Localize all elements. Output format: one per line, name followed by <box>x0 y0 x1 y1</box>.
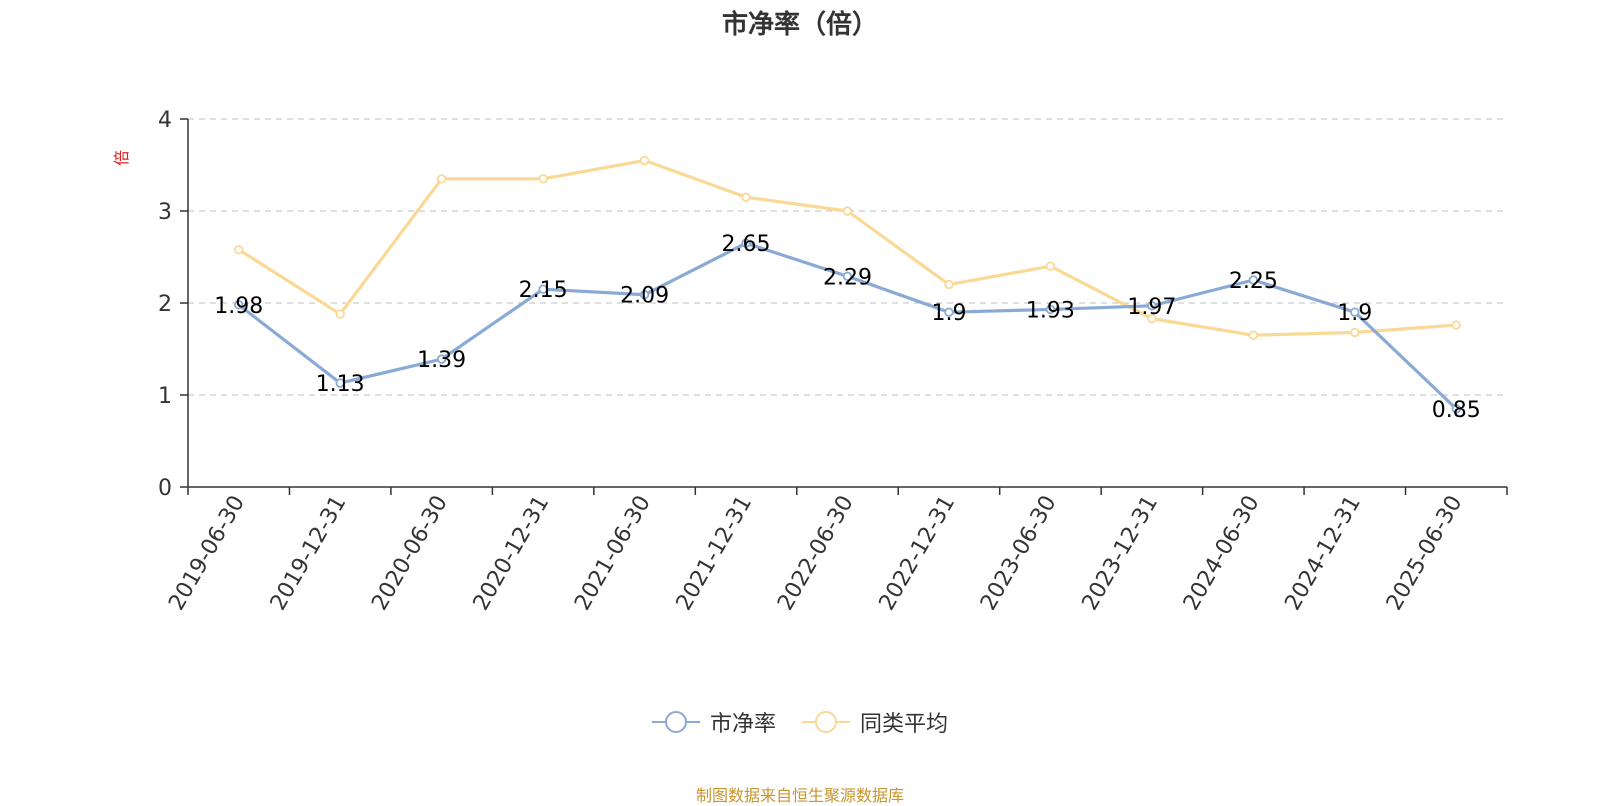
data-label-pb: 1.93 <box>1026 298 1075 323</box>
y-tick-label: 1 <box>158 384 172 409</box>
point-pb <box>842 271 853 282</box>
legend-item-pb[interactable]: 市净率 <box>651 706 776 738</box>
y-tick-label: 0 <box>158 476 172 501</box>
point-pb <box>944 307 954 317</box>
data-label-pb: 2.15 <box>519 278 568 303</box>
x-tick-label: 2021-06-30 <box>570 492 656 615</box>
x-tick-label: 2023-06-30 <box>976 492 1062 615</box>
point-avg <box>1147 313 1157 324</box>
data-label-pb: 1.98 <box>214 294 263 319</box>
y-tick-label: 2 <box>158 292 172 317</box>
point-avg <box>944 279 954 290</box>
x-tick-label: 2019-12-31 <box>266 492 352 615</box>
x-tick-label: 2024-06-30 <box>1179 492 1265 615</box>
point-avg <box>741 192 751 202</box>
data-labels: 1.98 1.13 1.39 2.15 2.09 2.65 2.29 1.9 1.93 1.97 2… <box>214 232 1481 423</box>
data-label-pb: 2.65 <box>722 232 771 257</box>
x-tick-label: 2022-06-30 <box>773 492 859 615</box>
point-pb <box>335 378 345 388</box>
data-label-pb: 1.13 <box>316 372 365 397</box>
source-note: 制图数据来自恒生聚源数据库 <box>695 786 904 805</box>
x-tick-label: 2022-12-31 <box>875 492 961 615</box>
point-avg <box>639 155 650 166</box>
legend-marker-pb-icon <box>651 711 700 733</box>
point-avg <box>1248 330 1259 340</box>
y-axis-label: 倍 <box>112 150 131 166</box>
x-tick-label: 2019-06-30 <box>164 492 250 615</box>
point-pb <box>639 290 650 300</box>
y-tick-label: 4 <box>158 108 172 133</box>
chart-title: 市净率（倍） <box>721 10 878 40</box>
legend-item-avg[interactable]: 同类平均 <box>802 706 948 738</box>
data-label-pb: 2.09 <box>620 284 669 309</box>
point-pb <box>436 354 447 364</box>
data-label-pb: 0.85 <box>1432 398 1481 423</box>
x-tick-label: 2025-06-30 <box>1382 492 1468 615</box>
point-avg <box>538 174 548 184</box>
point-pb <box>538 284 548 294</box>
point-pb <box>1248 275 1259 285</box>
data-label-pb: 2.29 <box>823 265 872 290</box>
point-avg <box>1045 261 1056 271</box>
legend-marker-avg-icon <box>802 711 850 733</box>
axes: 0 1 2 3 4 倍 2019-06-30 2019-12-31 2020-06-30 2020… <box>112 108 1508 615</box>
series-line-avg <box>237 158 1457 337</box>
series-lines <box>234 155 1461 414</box>
x-tick-label: 2024-12-31 <box>1280 492 1366 615</box>
point-avg <box>1350 327 1360 338</box>
point-avg <box>234 244 244 255</box>
legend-label-avg: 同类平均 <box>860 712 949 737</box>
data-label-pb: 1.97 <box>1127 295 1176 320</box>
point-avg <box>842 206 853 216</box>
data-label-pb: 1.39 <box>417 348 466 373</box>
x-tick-label: 2023-12-31 <box>1078 492 1164 615</box>
point-pb <box>1451 404 1461 414</box>
x-tick-label: 2020-12-31 <box>469 492 555 615</box>
grid-lines <box>188 118 1507 396</box>
data-label-pb: 1.9 <box>1337 301 1372 326</box>
x-tick-label: 2020-06-30 <box>367 491 453 614</box>
data-label-pb: 2.25 <box>1229 269 1278 294</box>
point-pb <box>1350 307 1360 317</box>
data-label-pb: 1.9 <box>931 301 966 326</box>
legend: 市净率 同类平均 <box>0 706 1600 738</box>
legend-label-pb: 市净率 <box>709 712 776 737</box>
point-avg <box>335 309 345 319</box>
point-pb <box>234 300 244 310</box>
x-tick-label: 2021-12-31 <box>672 492 758 615</box>
point-avg <box>1451 320 1461 330</box>
y-tick-label: 3 <box>158 200 172 225</box>
point-pb <box>1147 301 1157 311</box>
point-pb <box>1045 304 1056 315</box>
point-pb <box>741 238 751 248</box>
point-avg <box>436 174 447 184</box>
